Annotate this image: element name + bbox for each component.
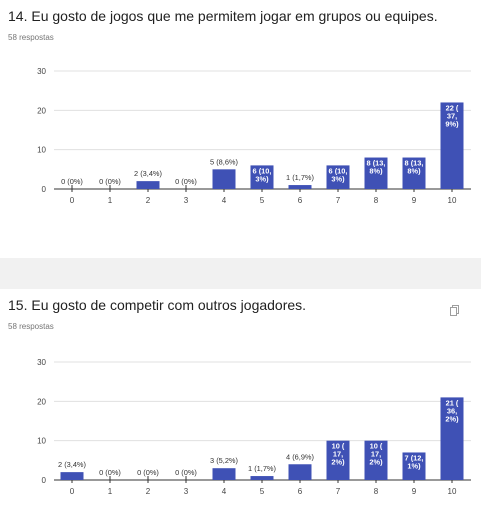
question-title: 15. Eu gosto de competir com outros joga… bbox=[8, 297, 307, 313]
bar bbox=[212, 468, 236, 480]
data-label: 5 (8,6%) bbox=[210, 157, 238, 166]
data-label: 3 (5,2%) bbox=[210, 456, 238, 465]
x-tick-label: 10 bbox=[448, 487, 457, 496]
bar bbox=[364, 157, 388, 189]
x-tick-label: 1 bbox=[108, 196, 113, 205]
x-tick-label: 9 bbox=[412, 487, 417, 496]
data-label: 0 (0%) bbox=[175, 177, 197, 186]
bar bbox=[402, 452, 426, 480]
bar-chart: 0 10 20 30 0 2 (3,4%) 1 0 (0%) 2 0 (0%) 3 0 (0%) 4 3 … bbox=[37, 358, 471, 496]
question-title: 14. Eu gosto de jogos que me permitem jo… bbox=[8, 8, 438, 24]
bar bbox=[440, 102, 464, 189]
data-label: 21 (36, 2%) bbox=[445, 398, 459, 423]
question-card-15: 15. Eu gosto de competir com outros joga… bbox=[0, 289, 481, 507]
bar bbox=[326, 440, 350, 480]
bar bbox=[288, 185, 312, 189]
x-tick-label: 5 bbox=[260, 196, 265, 205]
x-tick-label: 3 bbox=[184, 196, 189, 205]
data-label: 1 (1,7%) bbox=[248, 464, 276, 473]
x-tick-label: 0 bbox=[70, 196, 75, 205]
y-tick-label: 30 bbox=[37, 358, 46, 367]
y-tick-label: 0 bbox=[42, 476, 47, 485]
bar bbox=[250, 165, 274, 189]
bar-chart: 0 10 20 30 0 0 (0%) 1 0 (0%) 2 2 (3,4%) 3 0 (0%) 4 5 … bbox=[37, 67, 471, 205]
data-label: 22 (37, 9%) bbox=[445, 103, 459, 128]
data-label: 0 (0%) bbox=[137, 468, 159, 477]
y-tick-label: 20 bbox=[37, 397, 46, 406]
data-label: 0 (0%) bbox=[99, 468, 121, 477]
data-label: 6 (10, 3%) bbox=[329, 166, 348, 183]
bar bbox=[212, 169, 236, 189]
x-tick-label: 7 bbox=[336, 487, 341, 496]
bar bbox=[402, 157, 426, 189]
data-label: 8 (13, 8%) bbox=[405, 159, 424, 176]
bar bbox=[60, 472, 84, 480]
data-label: 8 (13, 8%) bbox=[367, 159, 386, 176]
data-label: 6 (10, 3%) bbox=[253, 166, 272, 183]
x-tick-label: 7 bbox=[336, 196, 341, 205]
y-tick-label: 20 bbox=[37, 106, 46, 115]
x-tick-label: 2 bbox=[146, 196, 151, 205]
bar bbox=[136, 181, 160, 189]
copy-icon[interactable] bbox=[450, 303, 459, 316]
x-tick-label: 2 bbox=[146, 487, 151, 496]
x-tick-label: 6 bbox=[298, 487, 303, 496]
bar bbox=[250, 476, 274, 480]
x-tick-label: 4 bbox=[222, 196, 227, 205]
data-label: 10 (17, 2%) bbox=[369, 442, 383, 467]
x-tick-label: 10 bbox=[448, 196, 457, 205]
data-label: 4 (6,9%) bbox=[286, 452, 314, 461]
x-tick-label: 8 bbox=[374, 196, 379, 205]
response-count: 58 respostas bbox=[8, 33, 54, 42]
data-label: 0 (0%) bbox=[99, 177, 121, 186]
y-tick-label: 10 bbox=[37, 146, 46, 155]
x-tick-label: 4 bbox=[222, 487, 227, 496]
data-label: 7 (12, 1%) bbox=[405, 453, 424, 470]
x-tick-label: 5 bbox=[260, 487, 265, 496]
data-label: 2 (3,4%) bbox=[134, 169, 162, 178]
data-label: 10 (17, 2%) bbox=[331, 442, 345, 467]
response-count: 58 respostas bbox=[8, 322, 54, 331]
data-label: 2 (3,4%) bbox=[58, 460, 86, 469]
bar bbox=[440, 397, 464, 480]
data-label: 1 (1,7%) bbox=[286, 173, 314, 182]
bar bbox=[326, 165, 350, 189]
x-tick-label: 6 bbox=[298, 196, 303, 205]
data-label: 0 (0%) bbox=[61, 177, 83, 186]
x-tick-label: 1 bbox=[108, 487, 113, 496]
y-tick-label: 0 bbox=[42, 185, 47, 194]
data-label: 0 (0%) bbox=[175, 468, 197, 477]
bar bbox=[364, 440, 388, 480]
y-tick-label: 30 bbox=[37, 67, 46, 76]
x-tick-label: 9 bbox=[412, 196, 417, 205]
x-tick-label: 3 bbox=[184, 487, 189, 496]
x-tick-label: 0 bbox=[70, 487, 75, 496]
question-card-14: 14. Eu gosto de jogos que me permitem jo… bbox=[0, 0, 481, 258]
bar bbox=[288, 464, 312, 480]
y-tick-label: 10 bbox=[37, 437, 46, 446]
x-tick-label: 8 bbox=[374, 487, 379, 496]
